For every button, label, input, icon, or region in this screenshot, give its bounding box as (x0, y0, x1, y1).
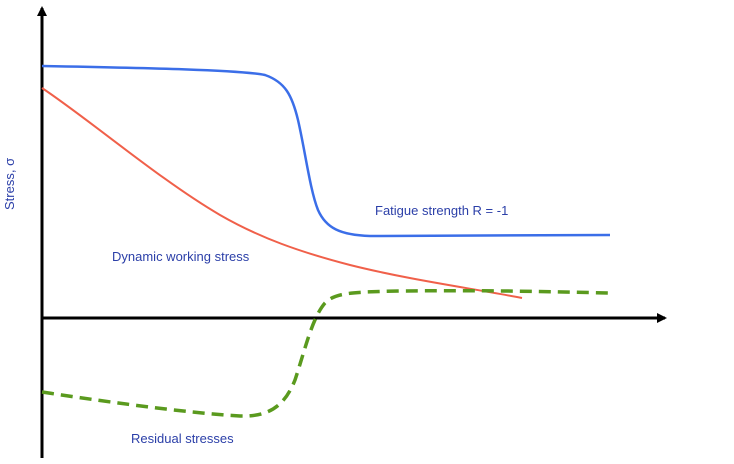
fatigue-strength-label: Fatigue strength R = -1 (375, 203, 509, 218)
dynamic-working-stress-label: Dynamic working stress (112, 249, 250, 264)
residual-stresses-curve (41, 288, 611, 418)
dynamic-working-stress-curve (41, 87, 523, 299)
fatigue-strength-curve (41, 64, 611, 238)
y-axis-label: Stress, σ (2, 157, 17, 210)
residual-stresses-label: Residual stresses (131, 431, 234, 446)
